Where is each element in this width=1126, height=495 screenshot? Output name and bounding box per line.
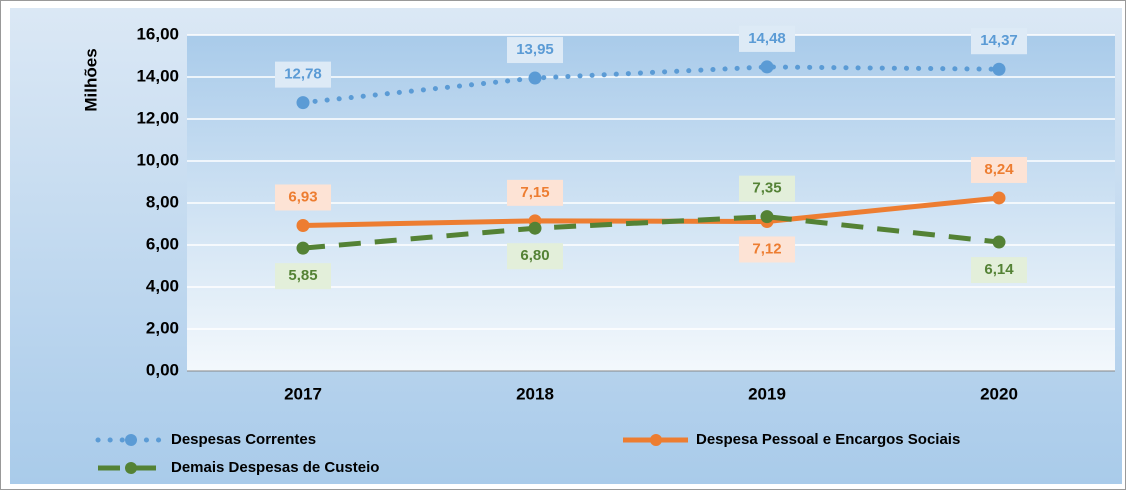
data-label-box [507,37,563,64]
data-label: 6,80 [520,247,549,264]
legend-marker [650,434,662,446]
data-label-box [275,61,331,88]
data-label-box [275,184,331,211]
data-point [296,241,310,255]
legend-label: Despesas Correntes [171,431,316,448]
y-tick-label: 14,00 [136,66,179,85]
data-label: 14,37 [980,32,1018,49]
data-point [528,221,542,235]
series-line [300,64,1002,106]
data-point [296,96,310,110]
y-tick-label: 12,00 [136,108,179,127]
data-point [992,62,1006,76]
x-tick-label: 2018 [516,384,554,403]
data-label: 6,14 [984,261,1014,278]
data-label: 5,85 [288,267,317,284]
data-label-box [507,179,563,206]
data-label-box [739,175,795,202]
y-tick-label: 0,00 [146,360,179,379]
data-label: 6,93 [288,188,317,205]
legend-label: Despesa Pessoal e Encargos Sociais [696,431,960,448]
data-point [296,218,310,232]
data-label: 7,35 [752,180,781,197]
y-tick-label: 10,00 [136,150,179,169]
y-tick-label: 6,00 [146,234,179,253]
data-label: 14,48 [748,30,786,47]
data-label: 12,78 [284,66,322,83]
data-label-box [739,25,795,52]
data-label-box [275,263,331,290]
data-label-box [971,257,1027,284]
y-tick-label: 4,00 [146,276,179,295]
data-point [992,191,1006,205]
y-tick-label: 2,00 [146,318,179,337]
data-label: 7,12 [752,240,781,257]
y-tick-label: 8,00 [146,192,179,211]
data-point [528,71,542,85]
data-label-box [971,28,1027,55]
x-tick-label: 2017 [284,384,322,403]
data-point [760,210,774,224]
series-line [302,195,1000,228]
x-tick-label: 2019 [748,384,786,403]
x-tick-label: 2020 [980,384,1018,403]
y-axis-label: Milhões [81,48,100,111]
data-label: 8,24 [984,161,1014,178]
y-tick-label: 16,00 [136,24,179,43]
data-label: 7,15 [520,184,549,201]
series-line [302,214,1000,251]
data-label-box [507,243,563,270]
legend-label: Demais Despesas de Custeio [171,459,379,476]
data-point [760,60,774,74]
data-point [992,235,1006,249]
data-label: 13,95 [516,41,554,58]
data-label-box [971,156,1027,183]
legend-marker [125,434,137,446]
legend-marker [125,462,137,474]
data-label-box [739,236,795,263]
